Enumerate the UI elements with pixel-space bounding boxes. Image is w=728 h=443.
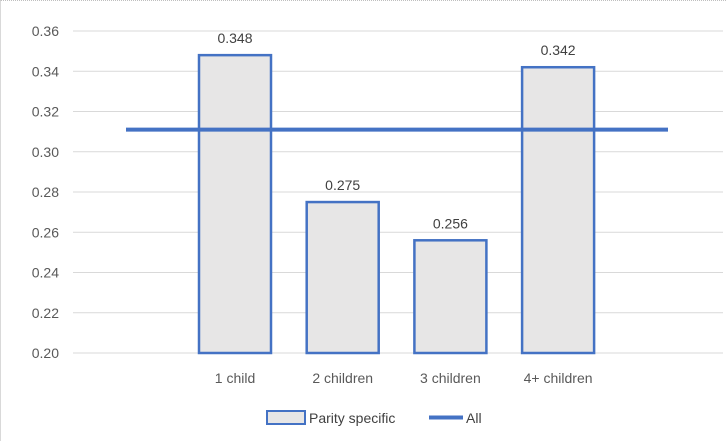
y-tick-label: 0.24 — [32, 265, 59, 281]
bar — [520, 65, 596, 355]
bar-data-label: 0.348 — [217, 30, 252, 46]
y-tick-label: 0.30 — [32, 144, 59, 160]
y-tick-label: 0.34 — [32, 63, 59, 79]
y-tick-label: 0.28 — [32, 184, 59, 200]
legend: Parity specific All — [266, 410, 482, 426]
bar-data-label: 0.342 — [541, 42, 576, 58]
legend-label-parity-specific: Parity specific — [309, 410, 395, 426]
y-tick-label: 0.20 — [32, 345, 59, 361]
legend-swatch-parity-specific — [266, 410, 306, 425]
gridlines — [73, 30, 723, 354]
legend-label-all: All — [466, 410, 482, 426]
x-axis-tick-labels: 1 child 2 children 3 children 4+ children — [215, 370, 593, 386]
y-tick-label: 0.32 — [32, 104, 59, 120]
bar-data-label: 0.256 — [433, 215, 468, 231]
y-tick-label: 0.22 — [32, 305, 59, 321]
y-axis-tick-labels: 0.20 0.22 0.24 0.26 0.28 0.30 0.32 0.34 0.36 — [32, 23, 59, 361]
x-tick-label: 3 children — [420, 370, 481, 386]
bar — [197, 53, 273, 355]
bar-data-labels: 0.348 0.275 0.256 0.342 — [217, 30, 575, 231]
bar — [413, 239, 488, 355]
x-tick-label: 1 child — [215, 370, 255, 386]
y-tick-label: 0.36 — [32, 23, 59, 39]
x-tick-label: 4+ children — [524, 370, 593, 386]
bars — [197, 53, 596, 355]
x-tick-label: 2 children — [312, 370, 373, 386]
bar — [305, 200, 380, 355]
bar-data-label: 0.275 — [325, 177, 360, 193]
y-tick-label: 0.26 — [32, 224, 59, 240]
